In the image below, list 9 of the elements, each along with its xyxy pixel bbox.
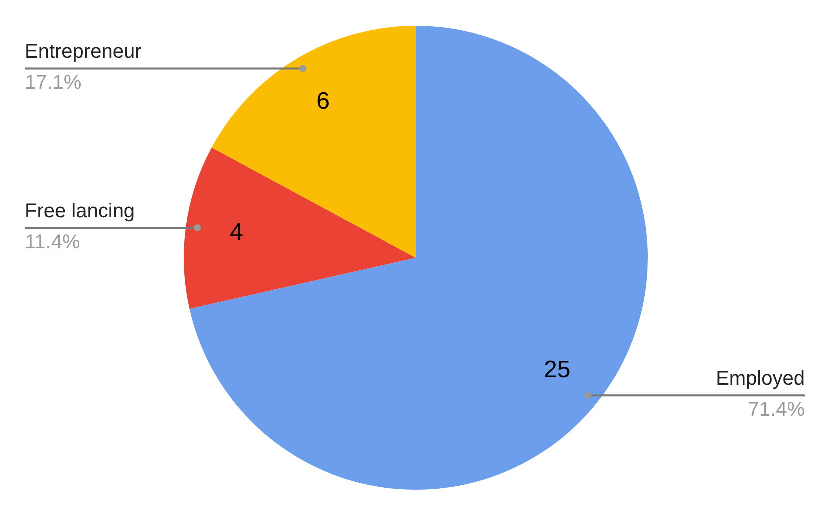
data-label: 71.4%	[748, 399, 806, 422]
text: 6	[316, 88, 330, 116]
text: 25	[544, 356, 571, 384]
slice-label: Employed	[716, 368, 805, 390]
slice-label: Free lancing	[25, 200, 136, 222]
data-label: 17.1%	[25, 72, 82, 94]
text: 4	[230, 218, 244, 246]
slice-label: Entrepreneur	[25, 41, 142, 64]
data-label: 11.4%	[25, 231, 80, 254]
